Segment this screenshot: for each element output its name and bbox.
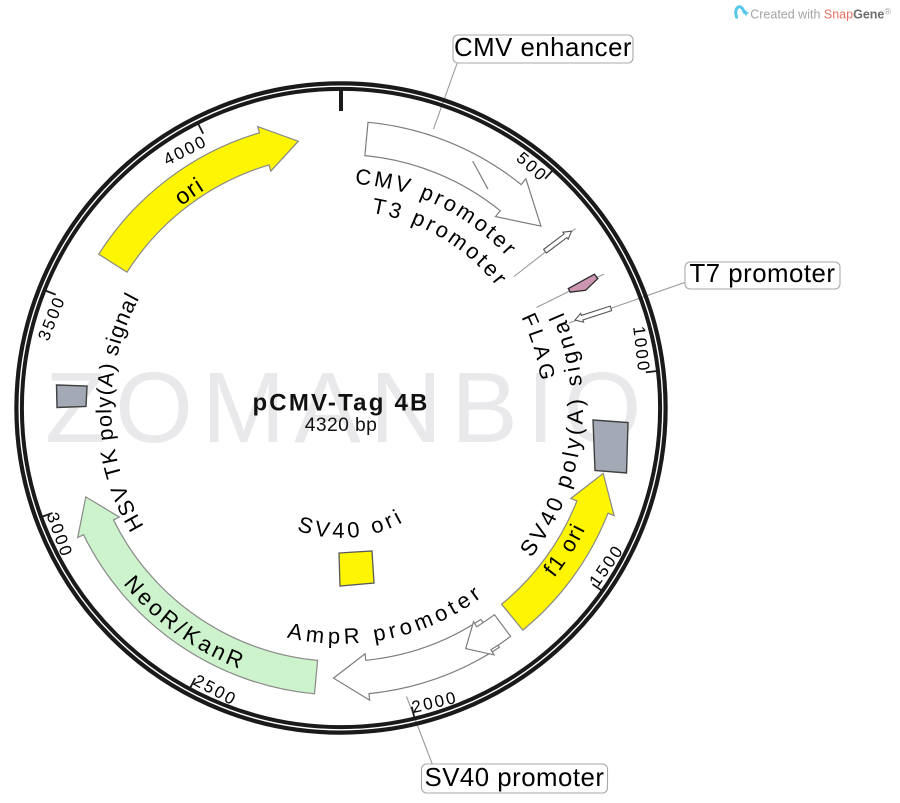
svg-text:Created with SnapGene®: Created with SnapGene® [750,7,891,22]
svg-text:CMV enhancer: CMV enhancer [454,34,632,62]
svg-text:T7 promoter: T7 promoter [690,260,836,288]
svg-text:pCMV-Tag 4B: pCMV-Tag 4B [252,390,429,417]
svg-text:SV40 promoter: SV40 promoter [425,764,605,792]
svg-text:4320 bp: 4320 bp [305,415,378,436]
svg-text:ZOMANBIO: ZOMANBIO [45,352,650,464]
